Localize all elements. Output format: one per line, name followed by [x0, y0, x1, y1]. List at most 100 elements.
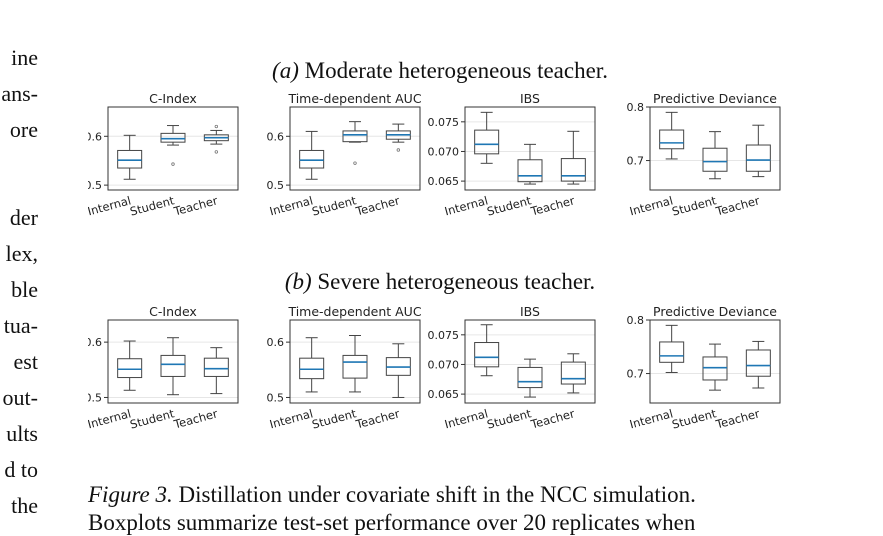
- left-text-line: lex,: [5, 241, 38, 266]
- box: [299, 357, 325, 380]
- y-tick-label: 0.065: [428, 175, 460, 188]
- y-tick-label: 0.6: [267, 336, 285, 349]
- box: [702, 356, 728, 381]
- x-tick-label: Teacher: [171, 406, 219, 431]
- left-text-line: ble: [11, 277, 38, 302]
- panel-b-label: (b): [284, 269, 312, 294]
- box: [342, 130, 368, 143]
- box: [342, 354, 368, 379]
- figure-caption-line-2: Boxplots summarize test-set performance …: [88, 510, 695, 536]
- y-tick-label: 0.5: [267, 179, 285, 192]
- y-tick-label: 0.5: [88, 179, 102, 192]
- x-tick-label: Student: [128, 193, 176, 218]
- chart-title: C-Index: [149, 304, 197, 319]
- left-text-line: ore: [9, 117, 38, 142]
- box: [160, 132, 186, 143]
- chart-title: Predictive Deviance: [653, 304, 777, 319]
- x-tick-label: Internal: [88, 406, 132, 431]
- y-tick-label: 0.075: [428, 329, 460, 342]
- caption-label: Figure 3.: [88, 482, 173, 507]
- left-text-line: ine: [11, 45, 38, 70]
- panel-a-label: (a): [272, 58, 299, 83]
- box: [203, 357, 229, 377]
- y-tick-label: 0.075: [428, 116, 460, 129]
- plot-frame: [464, 319, 596, 404]
- y-tick-label: 0.7: [627, 368, 645, 381]
- box: [745, 349, 771, 377]
- y-tick-label: 0.6: [267, 130, 285, 143]
- panel-b-title-text: Severe heterogeneous teacher.: [317, 269, 596, 294]
- outlier-point: [214, 124, 219, 129]
- y-tick-label: 0.8: [627, 101, 645, 114]
- boxplot-b-time-dependent-auc: Time-dependent AUC 0.5 0.6 InternalStudentT…: [267, 304, 422, 432]
- x-tick-label: Internal: [628, 193, 674, 218]
- plot-frame: [649, 106, 781, 191]
- left-text-line: d to: [4, 457, 38, 482]
- plot-frame: [289, 106, 421, 191]
- outlier-point: [171, 162, 175, 166]
- x-tick-label: Student: [310, 406, 358, 431]
- y-tick-label: 0.6: [88, 336, 102, 349]
- y-tick-label: 0.070: [428, 145, 460, 158]
- y-tick-label: 0.5: [88, 391, 102, 404]
- x-tick-label: Student: [310, 193, 358, 218]
- boxplot-a-time-dependent-auc: Time-dependent AUC 0.5 0.6 InternalStudentT…: [267, 91, 422, 219]
- x-tick-label: Teacher: [528, 193, 576, 218]
- box: [117, 149, 143, 169]
- box: [299, 149, 325, 169]
- y-tick-label: 0.6: [88, 130, 102, 143]
- left-text-line: est: [13, 349, 38, 374]
- panel-b-title: (b) Severe heterogeneous teacher.: [120, 269, 760, 295]
- chart-title: C-Index: [149, 91, 197, 106]
- x-tick-label: Teacher: [353, 406, 401, 431]
- left-text-line: out-: [2, 385, 38, 410]
- box: [560, 158, 586, 182]
- x-tick-label: Internal: [268, 193, 314, 218]
- x-tick-label: Internal: [88, 193, 132, 218]
- left-text-line: tua-: [3, 313, 38, 338]
- x-tick-label: Teacher: [528, 406, 576, 431]
- chart-title: IBS: [520, 91, 540, 106]
- y-tick-label: 0.065: [428, 388, 460, 401]
- plot-frame: [464, 106, 596, 191]
- x-tick-label: Teacher: [713, 406, 761, 431]
- y-tick-label: 0.5: [267, 391, 285, 404]
- plot-frame: [107, 319, 239, 404]
- x-tick-label: Student: [128, 406, 176, 431]
- panel-a-title: (a) Moderate heterogeneous teacher.: [120, 58, 760, 84]
- x-tick-label: Internal: [628, 406, 674, 431]
- box: [160, 354, 186, 377]
- x-tick-label: Teacher: [171, 193, 219, 218]
- x-tick-label: Student: [670, 406, 718, 431]
- y-tick-label: 0.8: [627, 314, 645, 327]
- outlier-point: [214, 150, 219, 154]
- y-tick-label: 0.7: [627, 155, 645, 168]
- chart-title: Time-dependent AUC: [287, 304, 421, 319]
- panel-a-title-text: Moderate heterogeneous teacher.: [304, 58, 608, 83]
- x-tick-label: Student: [485, 193, 533, 218]
- box: [517, 159, 543, 183]
- caption-text: Boxplots summarize test-set performance …: [88, 510, 696, 535]
- boxplot-a-predictive-deviance: Predictive Deviance 0.7 0.8 InternalStudent…: [627, 91, 781, 219]
- box: [745, 144, 771, 172]
- box: [659, 341, 685, 363]
- x-tick-label: Teacher: [713, 193, 761, 218]
- plot-frame: [649, 319, 781, 404]
- x-tick-label: Teacher: [353, 193, 401, 218]
- x-tick-label: Student: [670, 193, 718, 218]
- x-tick-label: Internal: [443, 406, 489, 431]
- left-column-text: ine ans- ore der lex, ble tua- est out- …: [0, 0, 44, 534]
- box: [560, 361, 586, 385]
- box: [474, 342, 500, 368]
- left-text-line: ults: [6, 421, 38, 446]
- box: [659, 129, 685, 150]
- plot-frame: [289, 319, 421, 404]
- box: [474, 129, 500, 155]
- figure-caption-line-1: Figure 3. Distillation under covariate s…: [88, 482, 696, 508]
- x-tick-label: Internal: [443, 193, 489, 218]
- left-text-line: der: [9, 205, 38, 230]
